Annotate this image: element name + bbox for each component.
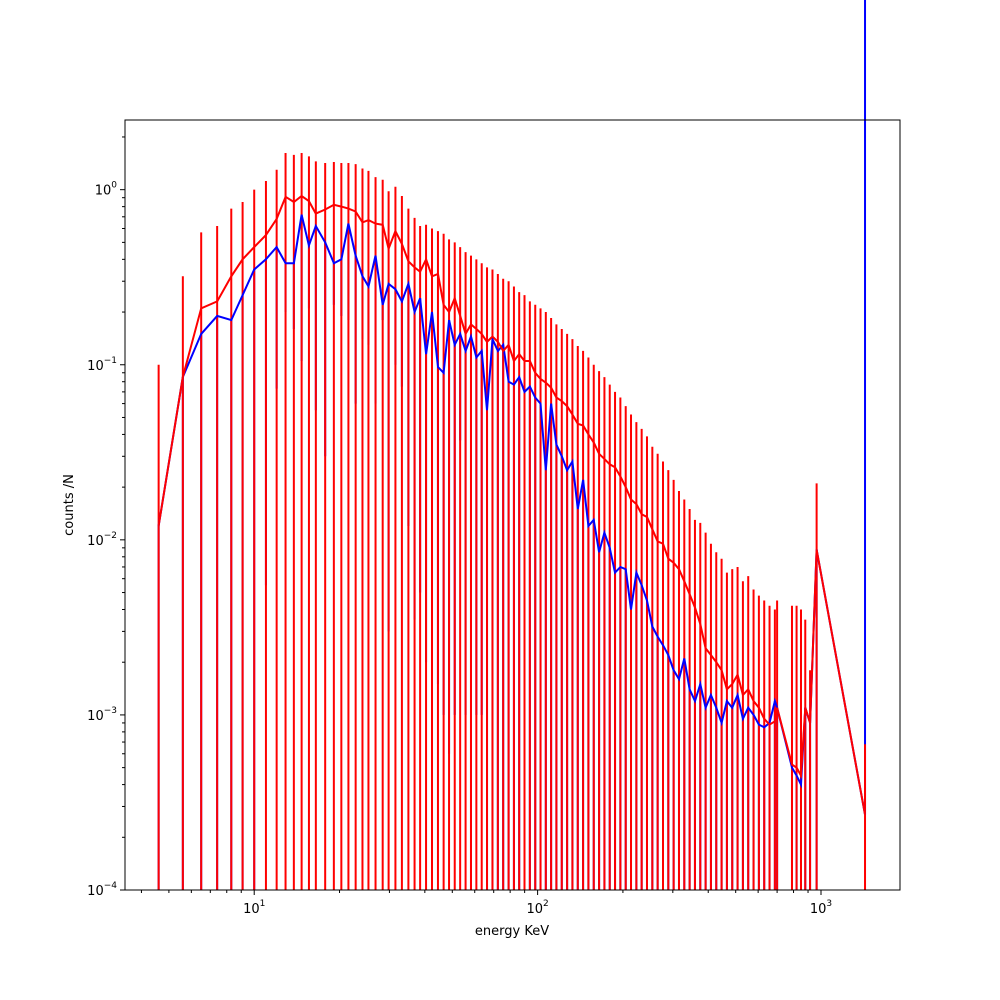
y-tick-label: 10−2 — [87, 531, 117, 549]
red-errorbars — [157, 152, 867, 890]
y-tick-label: 10−3 — [87, 706, 117, 724]
y-tick-label: 100 — [95, 181, 118, 199]
plot-frame — [124, 119, 901, 891]
y-axis-ticks: 10−4 10−3 10−2 10−1 100 — [87, 136, 125, 899]
x-tick-label: 102 — [526, 899, 548, 917]
x-tick-label: 101 — [243, 899, 265, 917]
blue-series-line — [157, 214, 866, 815]
y-tick-label: 10−4 — [87, 881, 117, 899]
red-series-line — [157, 194, 866, 815]
y-axis-label: counts /N — [62, 474, 77, 536]
x-axis-label: energy KeV — [475, 924, 549, 939]
x-axis-ticks: 101 102 103 — [140, 890, 832, 917]
y-tick-label: 10−1 — [87, 356, 117, 374]
series-lines — [157, 194, 866, 815]
x-tick-label: 103 — [810, 899, 832, 917]
